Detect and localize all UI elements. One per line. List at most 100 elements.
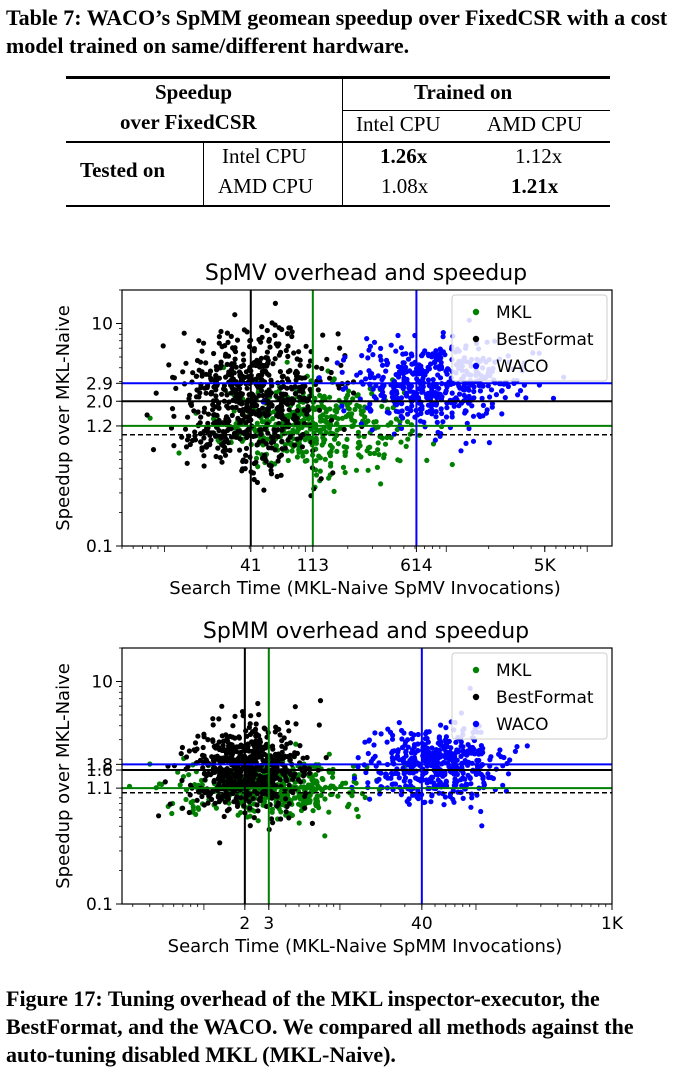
scatter-point [283, 796, 289, 802]
scatter-point [384, 434, 390, 441]
y-tick-label: 0.1 [86, 895, 113, 915]
spmm-scatter-chart: SpMM overhead and speedup 0.1 1.11.61.8 10 2… [53, 619, 624, 957]
scatter-point [447, 794, 453, 800]
scatter-point [156, 813, 162, 819]
scatter-point [366, 738, 372, 744]
scatter-point [210, 716, 216, 722]
scatter-point [268, 471, 275, 477]
scatter-point [292, 704, 298, 710]
scatter-point [264, 327, 270, 334]
table-cell: 1.21x [511, 174, 559, 198]
scatter-point [203, 444, 210, 450]
scatter-point [334, 448, 340, 454]
scatter-point [171, 413, 177, 419]
scatter-point [270, 416, 276, 422]
scatter-point [185, 414, 191, 420]
scatter-point [322, 833, 328, 839]
scatter-point [207, 772, 214, 778]
scatter-point [403, 748, 409, 754]
scatter-point [304, 411, 310, 417]
figure-caption: Figure 17: Tuning overhead of the MKL in… [6, 986, 634, 1067]
scatter-point [410, 389, 417, 395]
scatter-point [242, 429, 248, 435]
scatter-point [271, 427, 277, 433]
scatter-point [241, 357, 247, 363]
scatter-point [384, 409, 390, 415]
scatter-point [291, 350, 297, 356]
scatter-point [303, 343, 309, 349]
scatter-point [233, 404, 239, 410]
scatter-point [401, 778, 407, 784]
spmv-scatter-chart: SpMV overhead and speedup 0.1 1.2 2.02.9 10 4… [53, 261, 613, 599]
scatter-point [285, 457, 291, 464]
scatter-point [236, 776, 242, 782]
scatter-point [234, 800, 240, 807]
scatter-point [256, 336, 262, 343]
scatter-point [296, 820, 302, 826]
scatter-point [416, 371, 422, 377]
scatter-point [460, 387, 467, 393]
scatter-point [263, 741, 270, 748]
scatter-point [208, 437, 214, 443]
scatter-point [410, 371, 416, 377]
scatter-point [281, 383, 287, 390]
scatter-point [216, 799, 222, 805]
scatter-point [235, 415, 241, 421]
scatter-point [341, 426, 347, 432]
scatter-point [316, 805, 322, 811]
scatter-point [498, 388, 505, 394]
scatter-point [432, 390, 438, 396]
scatter-point [322, 796, 328, 802]
scatter-point [461, 392, 467, 398]
scatter-point [317, 392, 323, 398]
scatter-point [425, 402, 431, 408]
scatter-point [191, 408, 197, 414]
scatter-point [179, 434, 185, 440]
legend-marker [472, 693, 480, 701]
scatter-point [275, 458, 281, 464]
scatter-point [339, 403, 345, 409]
scatter-point [400, 384, 407, 390]
scatter-point [226, 746, 232, 752]
scatter-point [217, 455, 223, 461]
scatter-point [256, 733, 262, 739]
scatter-point [322, 456, 328, 462]
table-col-amd: AMD CPU [487, 112, 583, 136]
scatter-point [169, 810, 175, 817]
scatter-point [221, 813, 227, 820]
scatter-point [420, 388, 426, 394]
scatter-point [375, 373, 381, 379]
scatter-point [284, 331, 291, 337]
scatter-point [428, 799, 434, 805]
scatter-point [318, 792, 324, 798]
x-tick-label: 3 [263, 914, 274, 934]
scatter-point [427, 408, 433, 414]
scatter-point [434, 749, 440, 755]
scatter-point [264, 349, 270, 355]
scatter-point [321, 393, 327, 399]
scatter-point [462, 750, 468, 756]
scatter-point [443, 388, 449, 394]
scatter-point [216, 375, 222, 381]
scatter-point [327, 431, 333, 437]
scatter-point [334, 360, 340, 366]
scatter-point [224, 361, 230, 367]
scatter-point [307, 792, 313, 798]
scatter-point [206, 793, 212, 799]
scatter-point [237, 385, 243, 392]
scatter-point [302, 383, 308, 389]
scatter-point [372, 730, 378, 736]
scatter-point [395, 332, 401, 339]
scatter-point [216, 340, 222, 346]
scatter-point [359, 791, 365, 797]
scatter-point [237, 447, 243, 453]
scatter-point [256, 393, 262, 399]
scatter-point [550, 395, 557, 401]
scatter-point [462, 408, 468, 414]
scatter-point [259, 791, 266, 797]
scatter-point [238, 363, 244, 369]
scatter-point [190, 370, 196, 376]
scatter-point [177, 782, 183, 788]
scatter-point [211, 779, 217, 785]
scatter-point [251, 460, 257, 467]
